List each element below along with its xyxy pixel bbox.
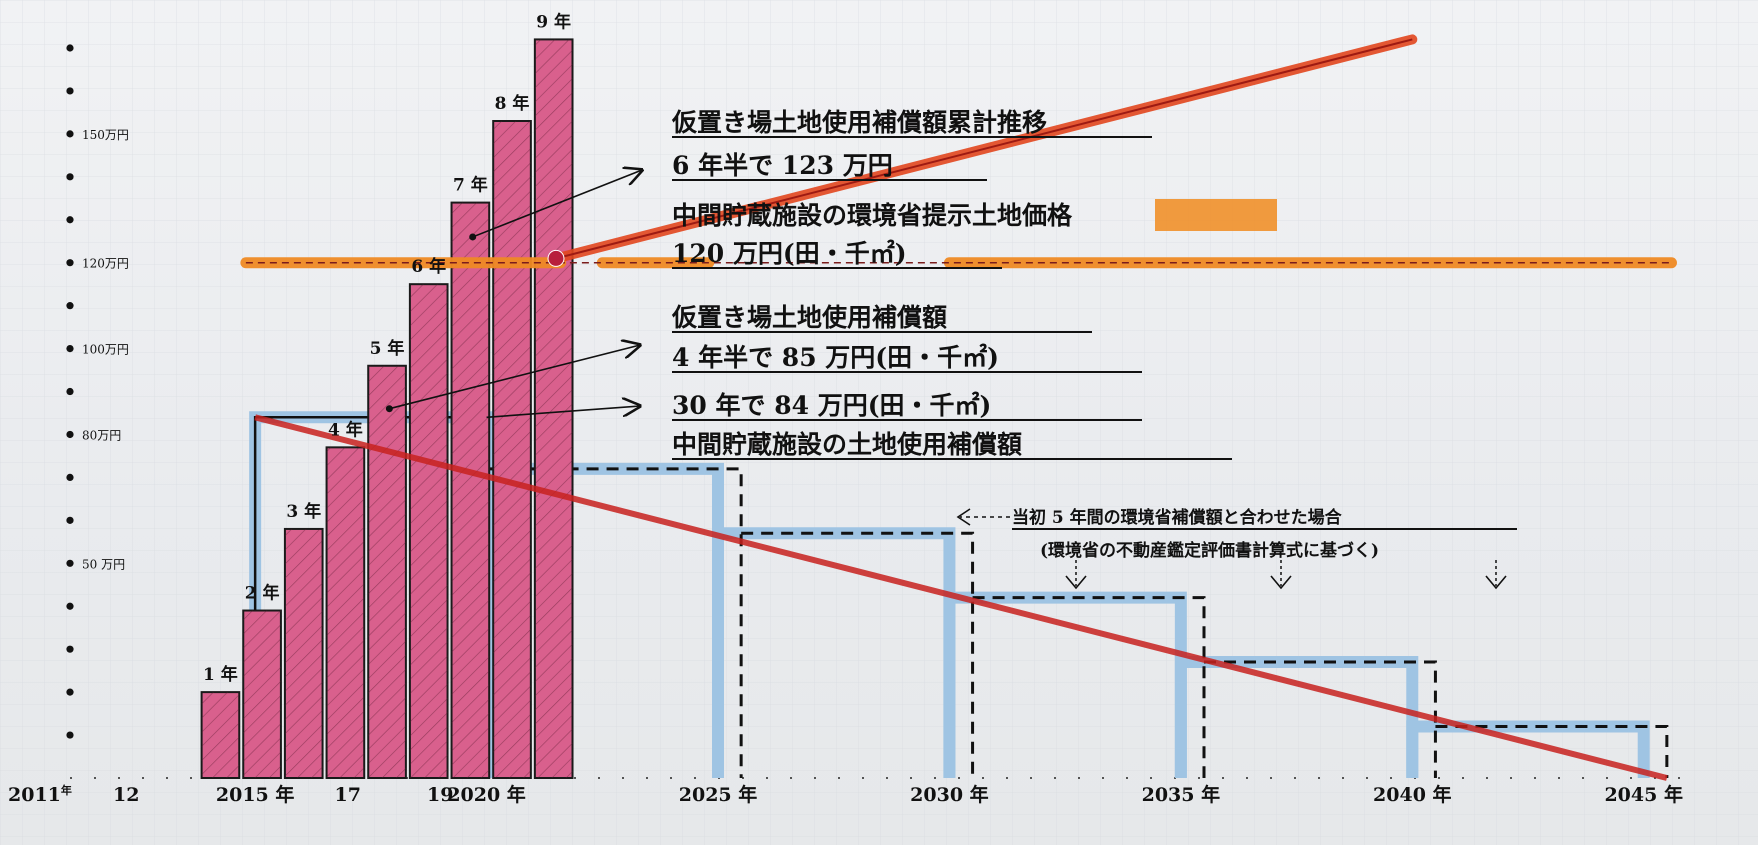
down-arrow-head — [1065, 575, 1087, 590]
y-tick-label: 80万円 — [82, 428, 121, 442]
x-tick-label: 2045 年 — [1604, 783, 1683, 806]
down-arrow-head — [1270, 575, 1292, 590]
cumulative-bar-hatch — [284, 528, 323, 778]
dashed-step-outline — [1204, 660, 1437, 778]
y-axis-dot — [66, 731, 74, 739]
pointer-arrow — [389, 345, 640, 410]
annotation-a1: 仮置き場土地使用補償額累計推移 — [671, 108, 1047, 137]
cumulative-bar-hatch — [534, 39, 573, 779]
cumulative-bar-hatch — [493, 121, 531, 778]
left-arrow-head — [956, 508, 971, 526]
highlight-land-price — [1155, 199, 1277, 231]
bar-label: 3 年 — [286, 501, 321, 522]
x-tick-label: 2030 年 — [910, 783, 989, 806]
annotation-a7: 30 年で 84 万円(田・千㎡) — [672, 391, 991, 420]
x-tick-label: 2020 年 — [447, 783, 526, 806]
bar-label: 4 年 — [328, 419, 363, 440]
y-axis-dot — [66, 602, 74, 610]
annotation-a10: (環境省の不動産鑑定評価書計算式に基づく) — [1040, 540, 1379, 561]
bar-label: 9 年 — [536, 11, 571, 32]
bar-label: 7 年 — [453, 175, 488, 196]
bar-label: 6 年 — [411, 256, 446, 277]
bar-label: 5 年 — [370, 338, 405, 359]
y-axis-dot — [66, 130, 74, 138]
x-tick-label: 19 — [427, 784, 453, 806]
y-axis-dot — [66, 516, 74, 524]
x-tick-label: 17 — [334, 784, 360, 806]
x-tick-label: 2015 年 — [216, 783, 295, 806]
annotation-a2: 6 年半で 123 万円 — [672, 151, 893, 180]
cumulative-bar-hatch — [451, 202, 490, 778]
cumulative-bar-hatch — [326, 447, 365, 778]
x-tick-label: 2035 年 — [1142, 783, 1221, 806]
pointer-arrow — [472, 170, 642, 238]
bar-label: 1 年 — [203, 664, 238, 685]
y-axis-dot — [66, 688, 74, 696]
annotation-a8: 中間貯蔵施設の土地使用補償額 — [672, 430, 1022, 459]
cumulative-trend-centerline — [555, 38, 1413, 260]
x-tick-label: 2025 年 — [679, 783, 758, 806]
dashed-step-outline — [1435, 724, 1669, 778]
y-axis-dot — [66, 259, 74, 267]
bar-label: 2 年 — [245, 583, 280, 604]
down-arrow-head — [1485, 575, 1507, 590]
annotation-a5: 仮置き場土地使用補償額 — [671, 303, 947, 332]
bar-label: 8 年 — [495, 93, 530, 114]
annotation-a6: 4 年半で 85 万円(田・千㎡) — [672, 343, 999, 372]
text-layer: 150万円 120万円 100万円 80万円 50 万円 1 年 2 年 3 年 4 年 5 年 6… — [8, 11, 1683, 806]
pointer-arrow — [486, 406, 640, 419]
y-tick-label: 50 万円 — [82, 557, 125, 571]
y-axis-dot — [66, 645, 74, 653]
dashed-step-outline — [972, 596, 1206, 778]
decline-line — [254, 414, 1668, 781]
bars-layer — [200, 38, 574, 780]
y-axis-dot — [66, 559, 74, 567]
y-axis-dot — [66, 302, 74, 310]
cumulative-bar-hatch — [243, 610, 281, 778]
x-tick-label: 2011年 — [8, 783, 72, 806]
x-tick-label: 12 — [113, 784, 139, 806]
x-tick-label: 2040 年 — [1373, 783, 1452, 806]
trend-start-marker — [547, 249, 565, 267]
y-axis-dot — [66, 430, 74, 439]
y-tick-label: 100万円 — [82, 343, 129, 357]
cumulative-bar-hatch — [409, 284, 448, 778]
y-axis-dot — [66, 216, 74, 224]
x-tick-suffix: 年 — [61, 783, 72, 797]
y-tick-label: 150万円 — [82, 128, 129, 142]
interim-step-bar — [1174, 656, 1419, 778]
dashed-step-outline — [741, 531, 975, 778]
overlay-layer — [240, 34, 1677, 781]
y-axis-dot — [66, 173, 74, 181]
annotation-a4: 120 万円(田・千㎡) — [672, 239, 907, 268]
annotation-a3: 中間貯蔵施設の環境省提示土地価格 — [672, 201, 1073, 230]
y-axis-dot — [66, 473, 74, 482]
y-axis-dot — [66, 44, 74, 52]
y-axis-dot — [66, 387, 74, 396]
y-tick-label: 120万円 — [82, 257, 129, 271]
y-axis-dot — [66, 87, 74, 95]
cumulative-bar-hatch — [201, 692, 240, 778]
y-axis-dot — [66, 344, 74, 353]
annotation-a9: 当初 5 年間の環境省補償額と合わせた場合 — [1012, 507, 1343, 528]
cumulative-bar-hatch — [368, 365, 406, 778]
interim-step-bar — [1406, 720, 1650, 778]
